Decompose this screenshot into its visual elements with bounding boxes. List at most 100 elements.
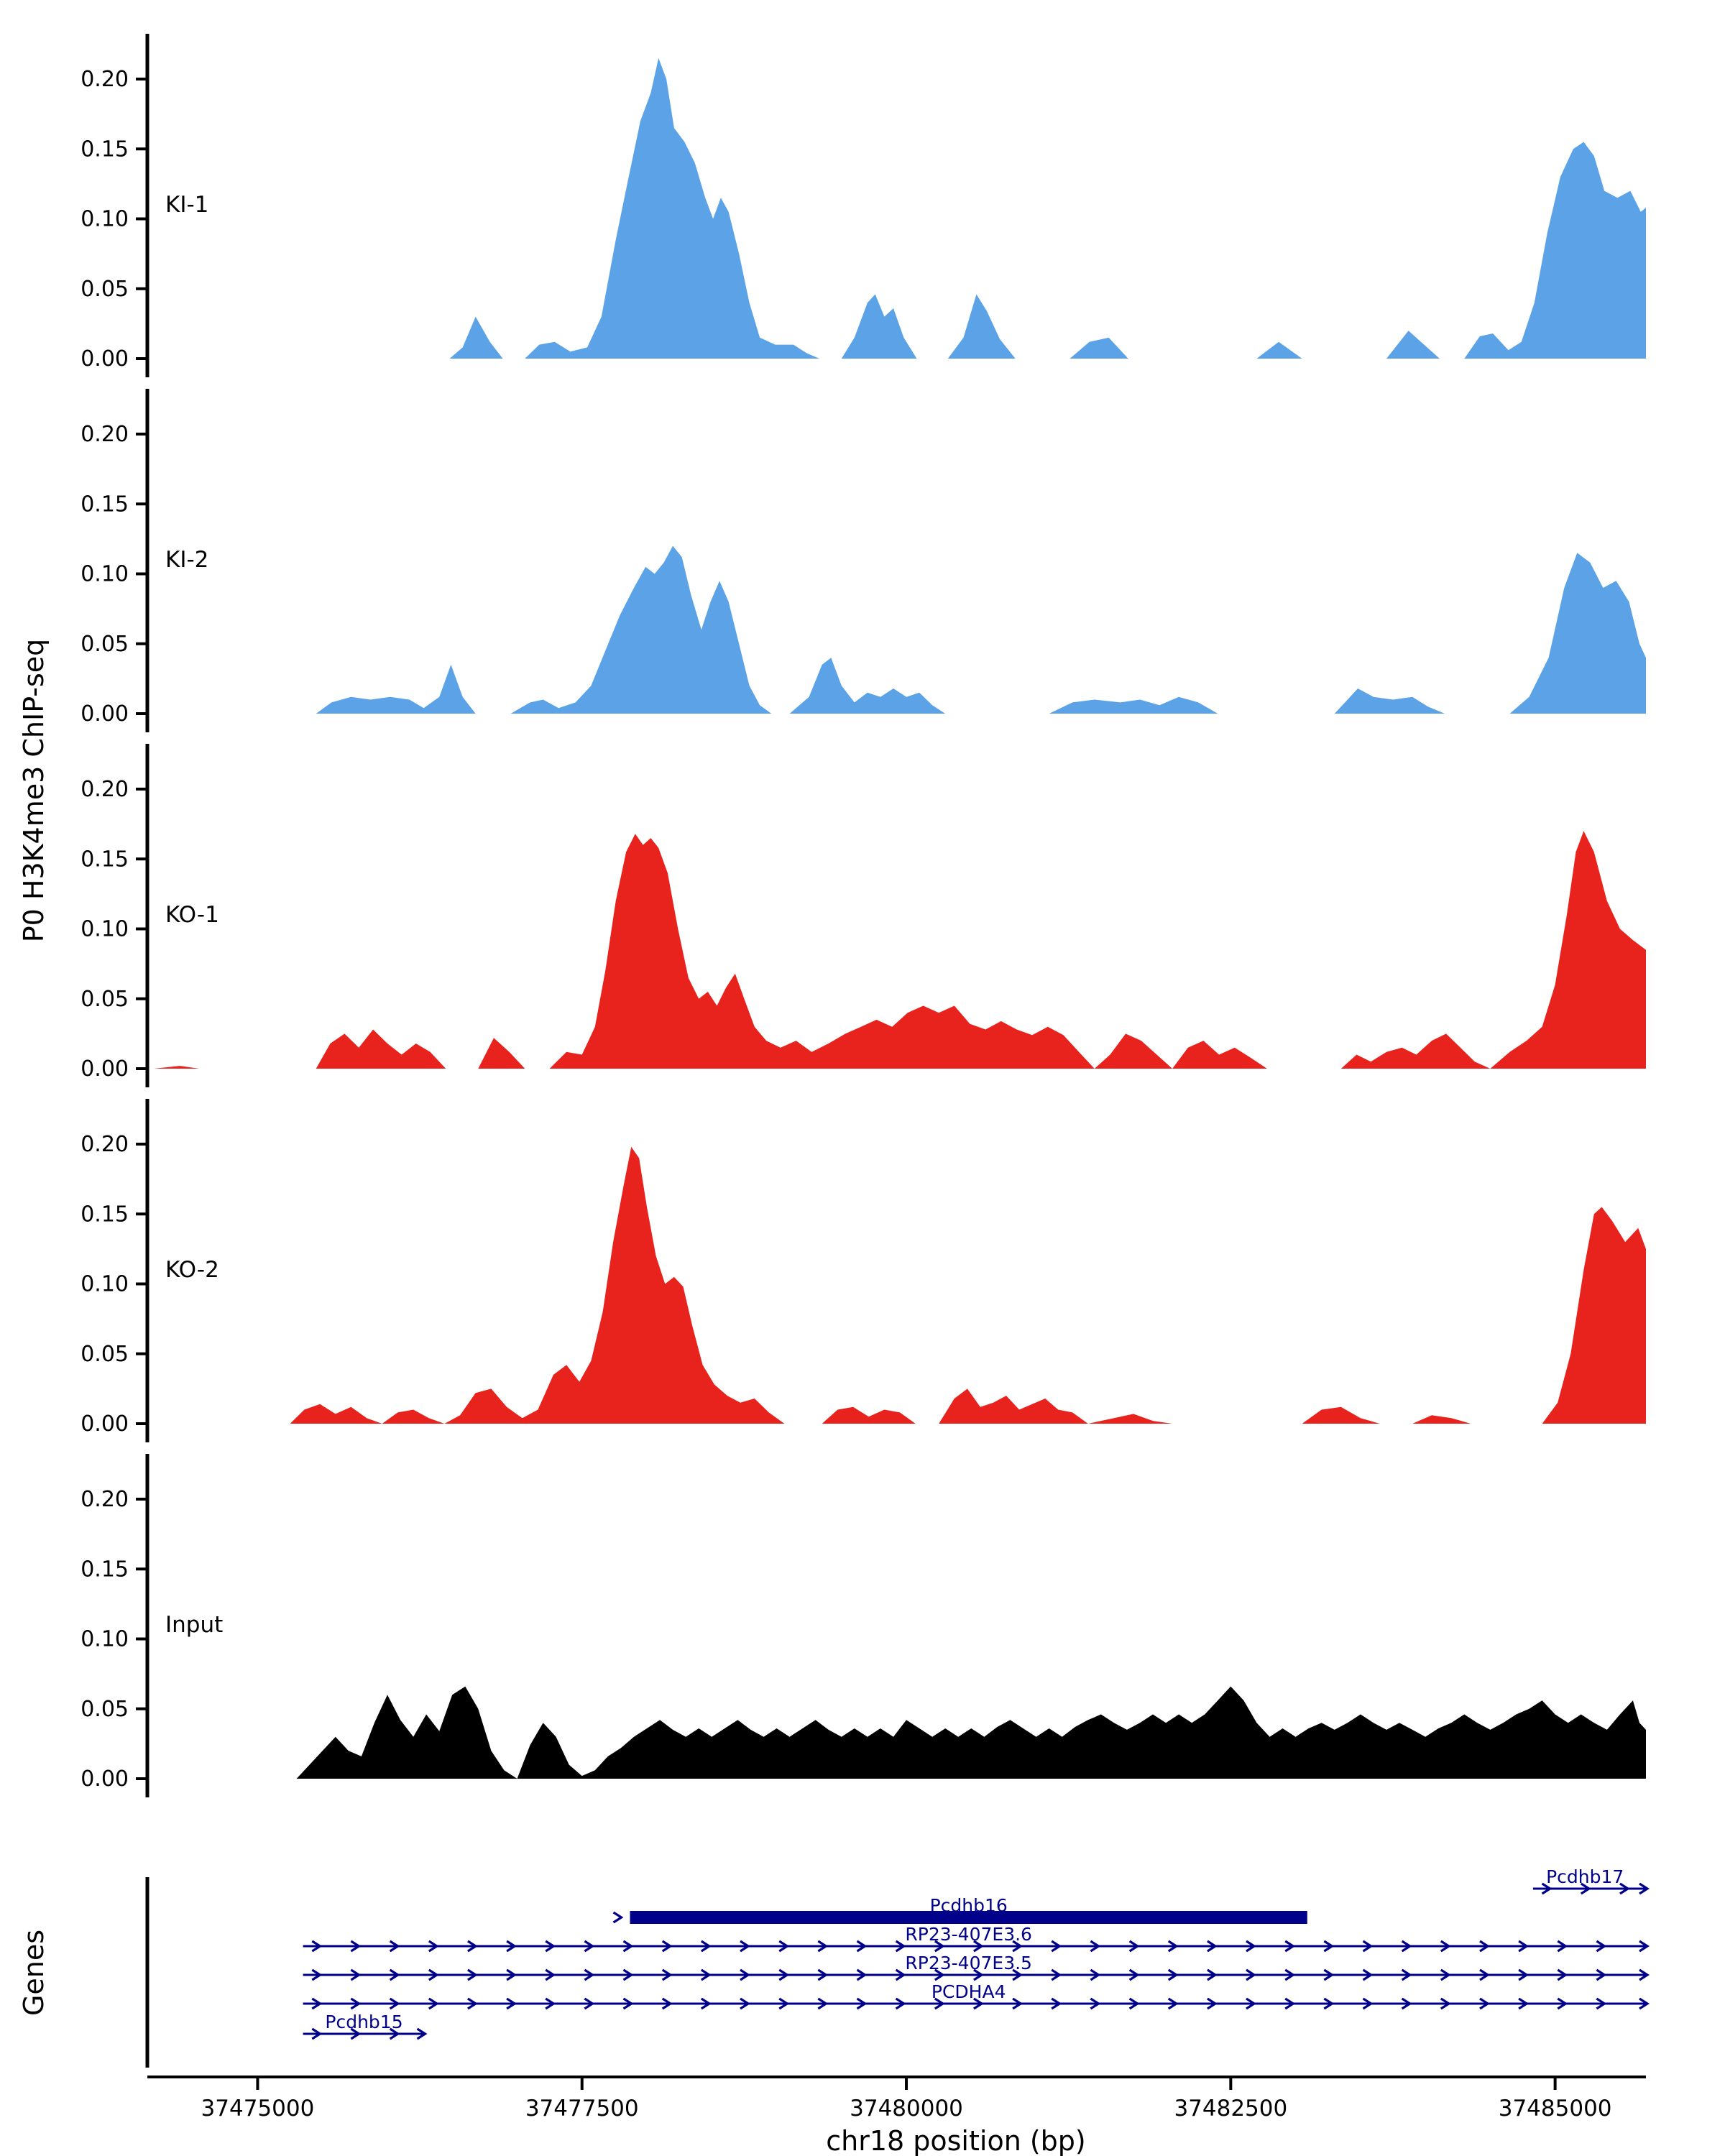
gene-direction-arrow (973, 1940, 984, 1953)
genes-layer: Pcdhb17 Pcdhb16 RP23-407E3.6 RP23-407E3.5 PC… (145, 1866, 1650, 2068)
y-tick-label: 0.10 (80, 562, 129, 587)
y-tick-label: 0.15 (80, 1557, 129, 1582)
gene-direction-arrow (506, 1968, 518, 1981)
y-tick-label: 0.05 (80, 277, 129, 302)
gene-direction-arrow (700, 1940, 712, 1953)
gene-direction-arrow (661, 1997, 673, 2010)
y-tick-label: 0.10 (80, 917, 129, 942)
gene-direction-arrow (778, 1968, 790, 1981)
gene-direction-arrow (1518, 1968, 1530, 1981)
x-tick-label: 37482500 (1174, 2096, 1287, 2122)
gene-direction-arrow (700, 1997, 712, 2010)
gene-direction-arrow (389, 1940, 400, 1953)
gene-direction-arrow (895, 1968, 906, 1981)
gene-direction-arrow (1051, 1968, 1062, 1981)
gene-direction-arrow (1090, 1940, 1101, 1953)
y-tick-label: 0.20 (80, 777, 129, 802)
gene-direction-arrow (856, 1968, 868, 1981)
x-tick-label: 37480000 (850, 2096, 963, 2122)
gene-direction-arrow (584, 1997, 595, 2010)
track-label: KI-2 (165, 547, 208, 573)
gene-direction-arrow (661, 1940, 673, 1953)
gene-direction-arrow (1596, 1997, 1607, 2010)
gene-direction-arrow (778, 1940, 790, 1953)
gene-direction-arrow (1051, 1940, 1062, 1953)
gene-Pcdhb17: Pcdhb17 (1532, 1866, 1650, 1895)
y-tick-label: 0.00 (80, 1766, 129, 1792)
gene-direction-arrow (1362, 1940, 1374, 1953)
gene-label: Pcdhb17 (1546, 1866, 1624, 1887)
gene-label: Pcdhb16 (930, 1895, 1008, 1916)
gene-direction-arrow (856, 1997, 868, 2010)
gene-direction-arrow (545, 1997, 556, 2010)
gene-direction-arrow (1557, 1968, 1568, 1981)
track-label: KI-1 (165, 192, 208, 218)
gene-direction-arrow (1323, 1968, 1335, 1981)
gene-label: PCDHA4 (932, 1981, 1006, 2002)
gene-direction-arrow (506, 1940, 518, 1953)
gene-direction-arrow (1051, 1997, 1062, 2010)
gene-direction-arrow (545, 1968, 556, 1981)
gene-direction-arrow (428, 1940, 439, 1953)
gene-direction-arrow (1246, 1940, 1256, 1953)
gene-direction-arrow (612, 1911, 624, 1924)
gene-direction-arrow (1639, 1882, 1650, 1895)
gene-direction-arrow (1479, 1997, 1490, 2010)
gene-direction-arrow (1128, 1940, 1140, 1953)
gene-direction-arrow (934, 1997, 945, 2010)
gene-direction-arrow (1246, 1968, 1256, 1981)
gene-direction-arrow (389, 1968, 400, 1981)
gene-direction-arrow (622, 1940, 634, 1953)
gene-direction-arrow (740, 1997, 750, 2010)
gene-direction-arrow (350, 1997, 362, 2010)
tracks-layer: 0.00 0.05 0.10 0.15 0.20 KI-1 0.00 0.05 0.10 0.15… (80, 34, 1646, 1797)
x-axis-title: chr18 position (bp) (826, 2125, 1086, 2156)
gene-direction-arrow (817, 1997, 829, 2010)
signal-area-KI-2 (154, 545, 1646, 714)
gene-direction-arrow (1167, 1997, 1179, 2010)
signal-area-KO-2 (154, 1146, 1646, 1424)
gene-Pcdhb15: Pcdhb15 (303, 2012, 428, 2040)
signal-track-Input: 0.00 0.05 0.10 0.15 0.20 Input (80, 1454, 1646, 1797)
gene-direction-arrow (622, 1997, 634, 2010)
y-tick-label: 0.20 (80, 1132, 129, 1157)
gene-direction-arrow (389, 1997, 400, 2010)
y-tick-label: 0.00 (80, 1411, 129, 1437)
gene-label: RP23-407E3.5 (905, 1953, 1032, 1973)
gene-direction-arrow (1518, 1997, 1530, 2010)
gene-direction-arrow (1596, 1968, 1607, 1981)
y-tick-label: 0.20 (80, 1487, 129, 1512)
gene-direction-arrow (973, 1968, 984, 1981)
gene-PCDHA4: PCDHA4 (303, 1981, 1650, 2010)
track-label: Input (165, 1612, 223, 1638)
gene-direction-arrow (428, 1968, 439, 1981)
gene-direction-arrow (311, 1940, 323, 1953)
gene-direction-arrow (622, 1968, 634, 1981)
gene-label: RP23-407E3.6 (905, 1924, 1032, 1945)
y-tick-label: 0.05 (80, 1697, 129, 1722)
gene-direction-arrow (1167, 1968, 1179, 1981)
x-tick-label: 37475000 (201, 2096, 315, 2122)
gene-direction-arrow (467, 1968, 478, 1981)
gene-direction-arrow (311, 1997, 323, 2010)
y-tick-label: 0.10 (80, 1272, 129, 1297)
signal-area-KO-1 (154, 831, 1646, 1069)
y-tick-label: 0.00 (80, 346, 129, 372)
gene-direction-arrow (1440, 1968, 1451, 1981)
gene-direction-arrow (428, 1997, 439, 2010)
gene-direction-arrow (1323, 1997, 1335, 2010)
y-tick-label: 0.10 (80, 207, 129, 232)
gene-direction-arrow (467, 1940, 478, 1953)
y-tick-label: 0.15 (80, 492, 129, 517)
gene-direction-arrow (1012, 1940, 1024, 1953)
gene-direction-arrow (740, 1968, 750, 1981)
y-tick-label: 0.00 (80, 1056, 129, 1082)
gene-RP23-407E3.5: RP23-407E3.5 (303, 1953, 1650, 1981)
signal-track-KO-2: 0.00 0.05 0.10 0.15 0.20 KO-2 (80, 1099, 1646, 1442)
gene-direction-arrow (1167, 1940, 1179, 1953)
gene-direction-arrow (1207, 1968, 1218, 1981)
gene-direction-arrow (350, 2027, 362, 2040)
y-tick-label: 0.00 (80, 701, 129, 727)
gene-direction-arrow (1362, 1997, 1374, 2010)
